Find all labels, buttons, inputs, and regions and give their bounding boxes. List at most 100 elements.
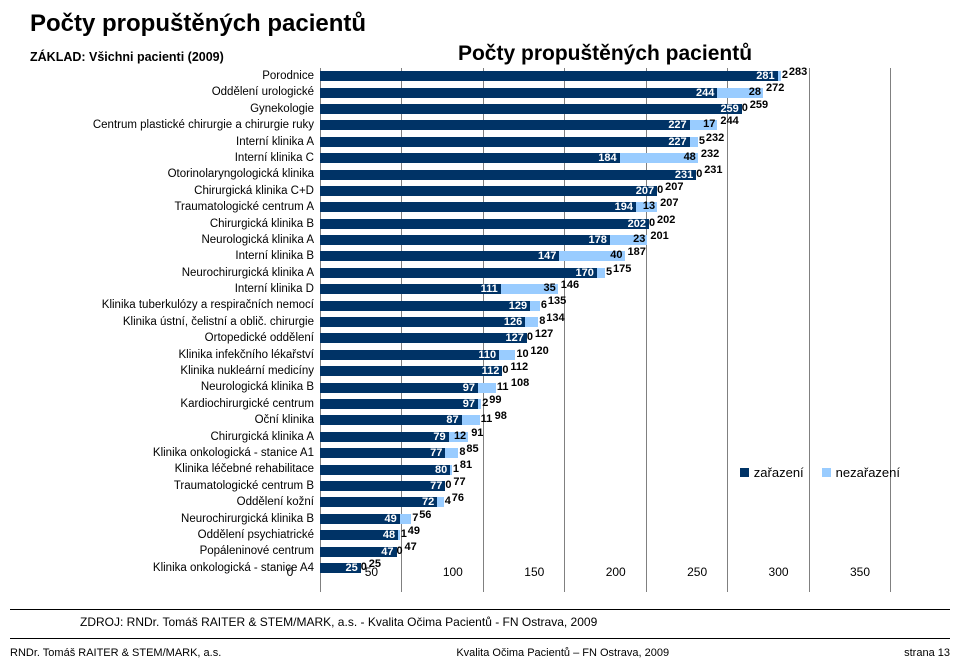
bar-row: 871198 <box>320 412 890 428</box>
bar-row: 97299 <box>320 396 890 412</box>
value-label-2: 0 <box>397 545 403 557</box>
swatch-icon <box>740 468 749 477</box>
category-label: Kardiochirurgické centrum <box>30 396 320 412</box>
bar-segment-2: 2 <box>778 71 781 81</box>
value-label-1: 126 <box>504 316 522 328</box>
value-label-2: 7 <box>412 512 418 524</box>
value-label-1: 110 <box>478 349 496 361</box>
x-tick: 150 <box>524 565 544 579</box>
value-label-2: 10 <box>516 348 528 360</box>
x-tick: 350 <box>850 565 870 579</box>
value-label-total: 272 <box>766 82 784 94</box>
bar-segment-1: 227 <box>320 137 690 147</box>
value-label-1: 80 <box>435 464 447 476</box>
value-label-2: 8 <box>539 315 545 327</box>
value-label-1: 77 <box>430 447 442 459</box>
value-label-total: 127 <box>535 328 553 340</box>
value-label-1: 112 <box>482 365 500 377</box>
value-label-2: 5 <box>606 266 612 278</box>
bar-segment-1: 48 <box>320 530 398 540</box>
footer-left: RNDr. Tomáš RAITER & STEM/MARK, a.s. <box>10 647 221 659</box>
bar-segment-1: 194 <box>320 202 636 212</box>
x-tick: 200 <box>606 565 626 579</box>
category-label: Chirurgická klinika A <box>30 429 320 445</box>
page: Počty propuštěných pacientů Počty propuš… <box>0 0 960 665</box>
bar-segment-2: 1 <box>398 530 400 540</box>
bar-row: 1296135 <box>320 297 890 313</box>
category-label: Klinika onkologická - stanice A4 <box>30 560 320 576</box>
bar-row: 1120112 <box>320 363 890 379</box>
value-label-total: 259 <box>750 99 768 111</box>
bar-segment-2: 11 <box>478 383 496 393</box>
category-label: Klinika léčebné rehabilitace <box>30 461 320 477</box>
value-label-1: 127 <box>505 332 523 344</box>
value-label-1: 244 <box>696 87 714 99</box>
bar-row: 178 23 201 <box>320 232 890 248</box>
category-label: Interní klinika A <box>30 134 320 150</box>
bar-segment-2: 4 <box>437 497 444 507</box>
legend-item-1: zařazení <box>740 465 804 480</box>
bar-row: 19413207 <box>320 199 890 215</box>
category-label: Oddělení urologické <box>30 84 320 100</box>
value-label-total: 77 <box>453 476 465 488</box>
value-label-total: 232 <box>706 132 724 144</box>
value-label-1: 49 <box>385 513 397 525</box>
value-label-1: 47 <box>381 546 393 558</box>
value-label-2: 8 <box>459 446 465 458</box>
value-label-total: 108 <box>511 377 529 389</box>
category-label: Neurologická klinika B <box>30 379 320 395</box>
bar-segment-1: 202 <box>320 219 649 229</box>
value-label-2: 2 <box>782 69 788 81</box>
bar-segment-1: 227 <box>320 120 690 130</box>
x-tick: 300 <box>769 565 789 579</box>
bars: 2812283244282722590259227172442275232184… <box>320 68 890 576</box>
category-label: Chirurgická klinika C+D <box>30 183 320 199</box>
bar-segment-1: 126 <box>320 317 525 327</box>
value-label-total: 283 <box>789 66 807 78</box>
bar-segment-2: 13 <box>636 202 657 212</box>
bar-row: 1268134 <box>320 314 890 330</box>
footer: RNDr. Tomáš RAITER & STEM/MARK, a.s. Kva… <box>10 647 950 659</box>
bar-segment-1: 231 <box>320 170 696 180</box>
main-title: Počty propuštěných pacientů <box>30 10 930 38</box>
divider <box>10 609 950 610</box>
bar-segment-1: 97 <box>320 383 478 393</box>
value-label-2: 0 <box>649 217 655 229</box>
bar-segment-1: 259 <box>320 104 742 114</box>
value-label-total: 201 <box>650 230 668 242</box>
bar-segment-1: 178 <box>320 235 610 245</box>
bar-segment-2: 35 <box>501 284 558 294</box>
value-label-2: 11 <box>481 413 493 425</box>
footer-right: strana 13 <box>904 647 950 659</box>
value-label-total: 231 <box>704 164 722 176</box>
value-label-2: 48 <box>684 151 696 163</box>
value-label-1: 194 <box>615 201 633 213</box>
value-label-total: 134 <box>546 312 564 324</box>
value-label-1: 77 <box>430 480 442 492</box>
bar-row: 77885 <box>320 445 890 461</box>
bar-segment-2: 12 <box>449 432 469 442</box>
value-label-1: 97 <box>463 382 475 394</box>
legend-label-2: nezařazení <box>836 465 900 480</box>
value-label-2: 35 <box>544 282 556 294</box>
bar-segment-2: 10 <box>499 350 515 360</box>
bar-segment-1: 129 <box>320 301 530 311</box>
bar-segment-2: 8 <box>525 317 538 327</box>
value-label-2: 23 <box>633 233 645 245</box>
value-label-1: 227 <box>668 136 686 148</box>
category-label: Klinika onkologická - stanice A1 <box>30 445 320 461</box>
bar-row: 49756 <box>320 511 890 527</box>
category-label: Oddělení psychiatrické <box>30 527 320 543</box>
chart-area: PorodniceOddělení urologickéGynekologieC… <box>30 68 930 592</box>
bar-row: 2590259 <box>320 101 890 117</box>
bar-segment-1: 184 <box>320 153 620 163</box>
category-label: Klinika tuberkulózy a respiračních nemoc… <box>30 297 320 313</box>
bar-segment-2: 7 <box>400 514 411 524</box>
value-label-1: 129 <box>509 300 527 312</box>
value-label-2: 28 <box>749 86 761 98</box>
bar-row: 1270127 <box>320 330 890 346</box>
value-label-1: 207 <box>636 185 654 197</box>
value-label-total: 76 <box>452 492 464 504</box>
labels-column: PorodniceOddělení urologickéGynekologieC… <box>30 68 320 592</box>
bar-row: 2812283 <box>320 68 890 84</box>
